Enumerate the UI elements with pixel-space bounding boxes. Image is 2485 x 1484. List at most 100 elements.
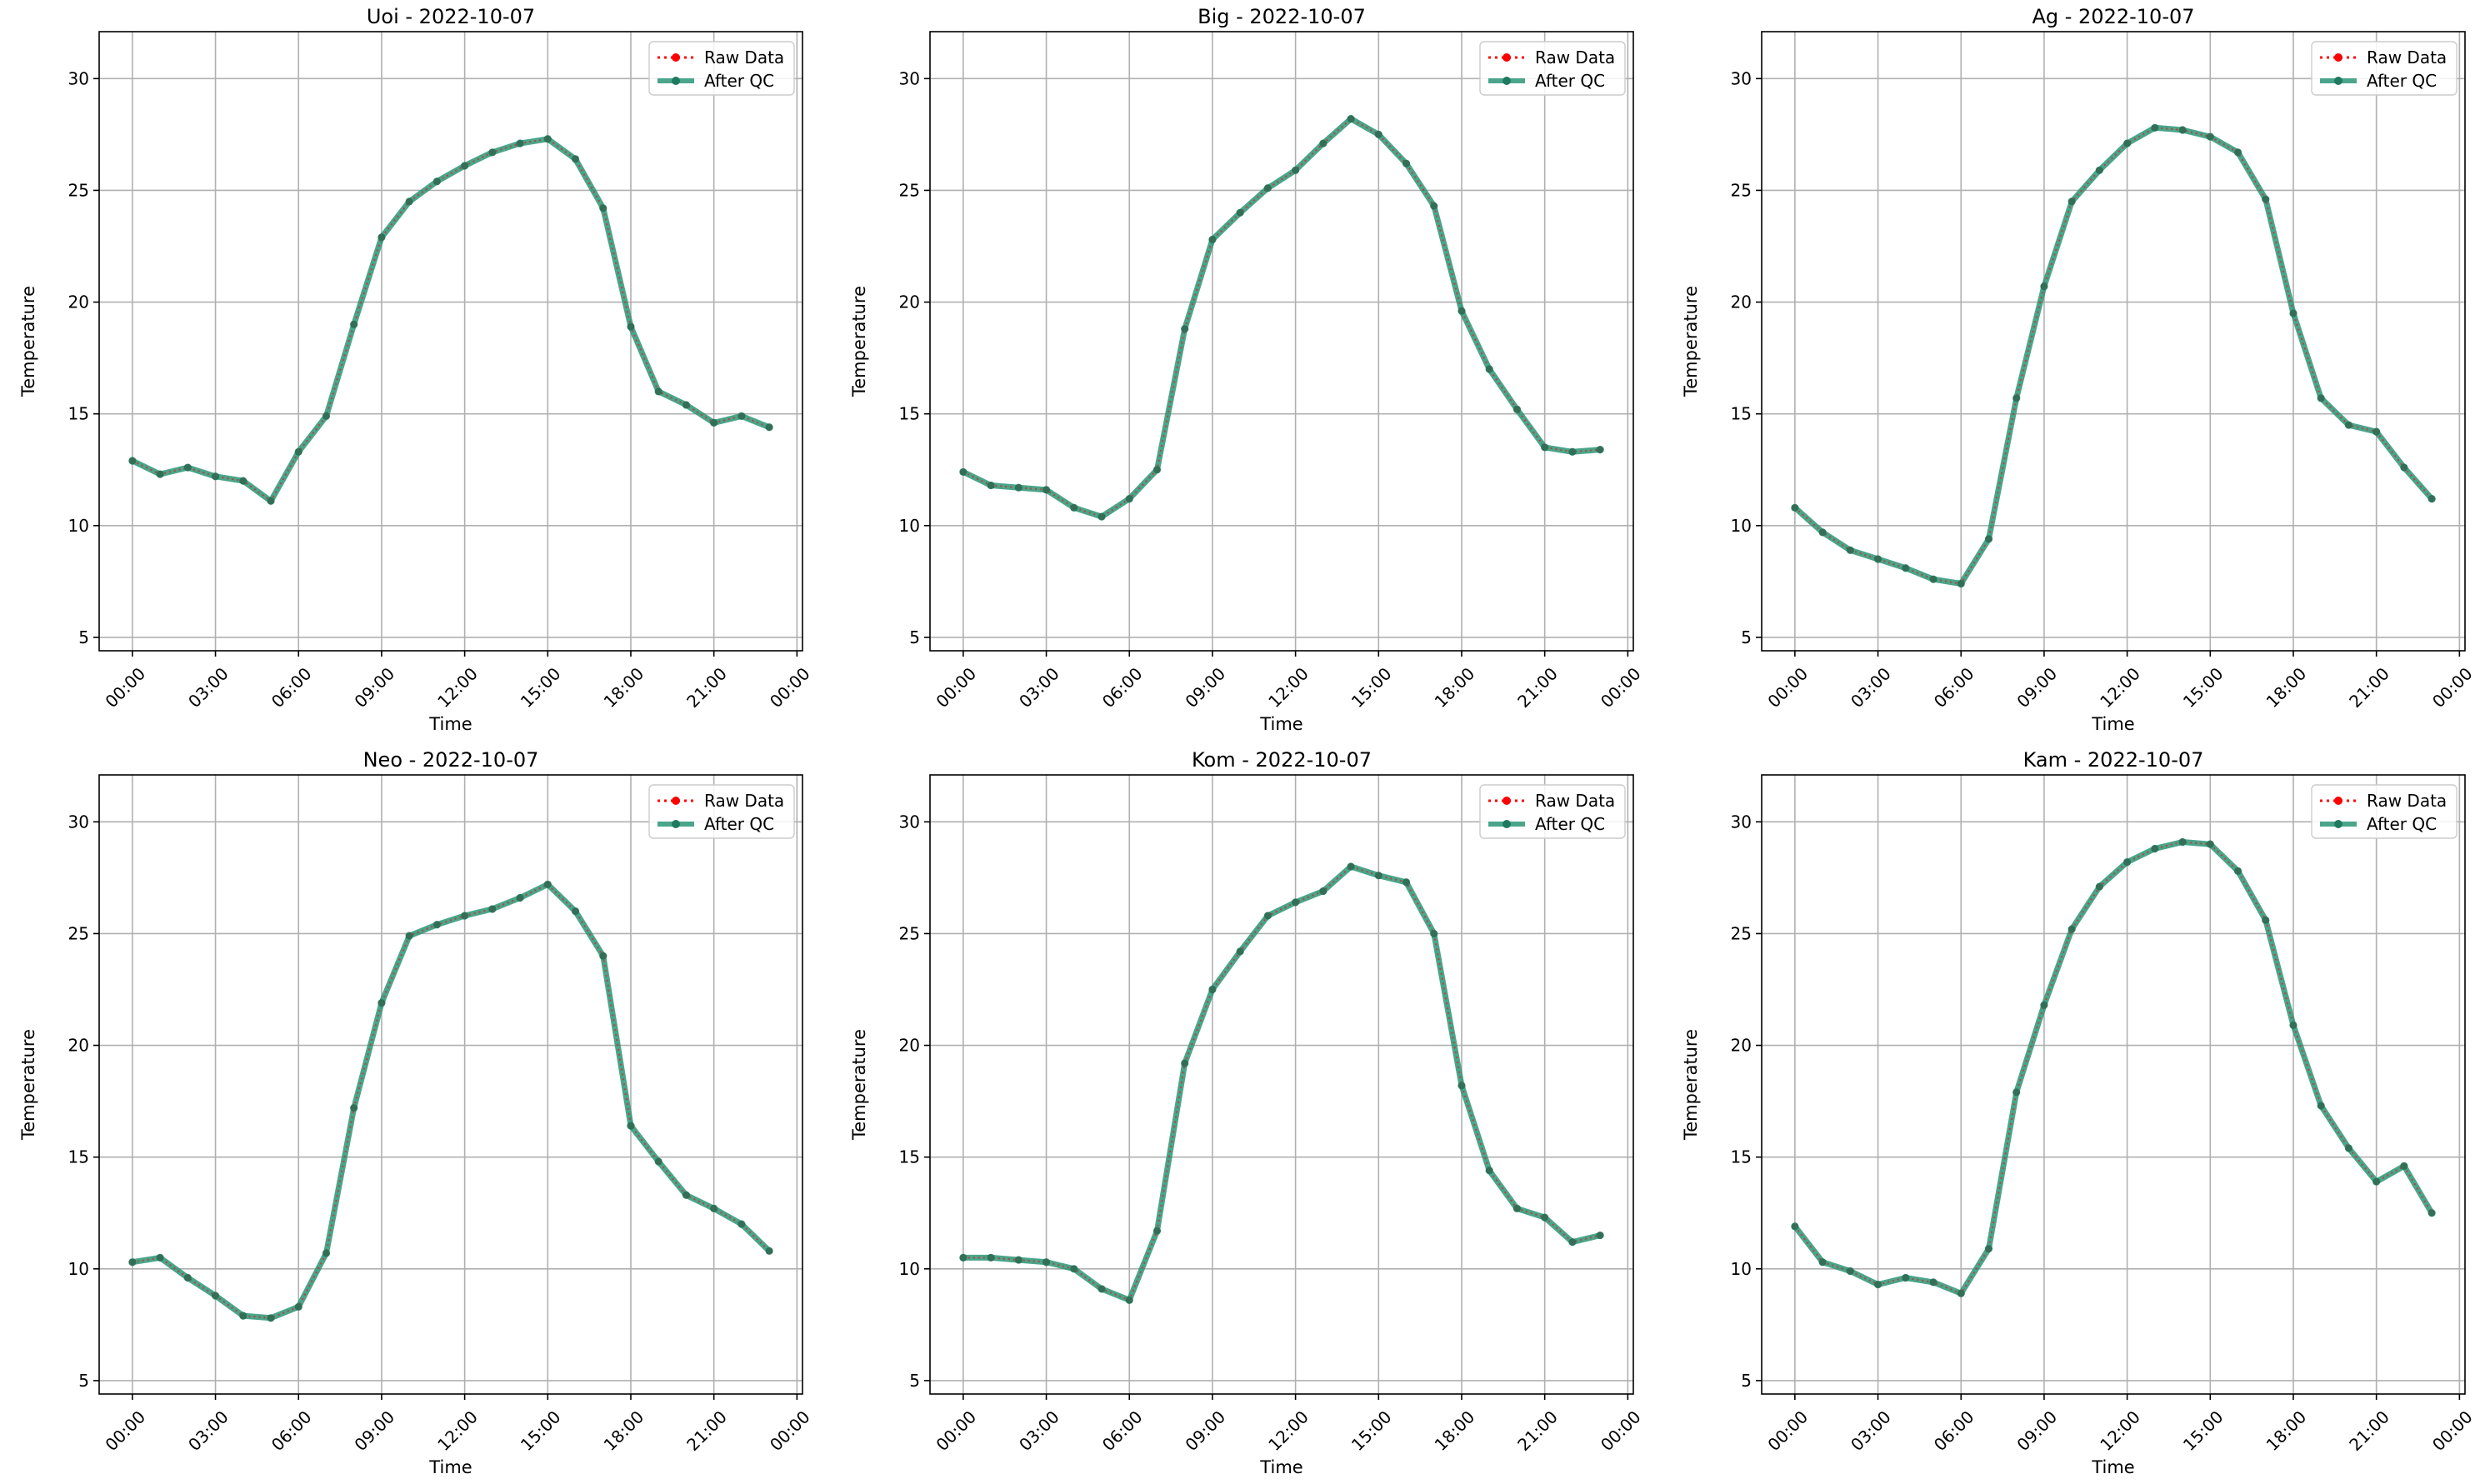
point-after-qc xyxy=(1319,139,1328,147)
y-tick-label: 5 xyxy=(1741,627,1752,647)
x-tick-label: 06:00 xyxy=(1930,663,1978,712)
point-after-qc xyxy=(488,148,497,157)
legend-marker-after-qc xyxy=(1502,820,1511,828)
legend-marker-raw-data xyxy=(672,53,680,62)
point-after-qc xyxy=(738,1220,746,1228)
axes-frame xyxy=(98,774,803,1395)
y-tick-label: 25 xyxy=(68,923,89,943)
point-after-qc xyxy=(1070,1265,1078,1273)
point-after-qc xyxy=(516,139,524,147)
axes-frame xyxy=(929,774,1634,1395)
point-after-qc xyxy=(2151,123,2159,132)
point-after-qc xyxy=(2400,1162,2408,1171)
x-tick-label: 12:00 xyxy=(433,663,482,712)
y-tick-label: 5 xyxy=(78,1371,89,1391)
x-tick-label: 09:00 xyxy=(2012,1407,2061,1455)
x-tick-label: 15:00 xyxy=(1348,1407,1396,1455)
point-after-qc xyxy=(2068,925,2076,933)
x-tick-label: 06:00 xyxy=(268,1407,316,1455)
point-after-qc xyxy=(2289,1021,2298,1030)
point-after-qc xyxy=(1347,862,1355,871)
legend: Raw Data After QC xyxy=(648,784,795,839)
point-after-qc xyxy=(1957,579,1965,588)
y-tick-label: 15 xyxy=(68,404,89,424)
point-after-qc xyxy=(1957,1289,1965,1297)
series-line-after-qc xyxy=(131,136,771,504)
y-tick-label: 15 xyxy=(1731,1147,1752,1167)
series-line-after-qc xyxy=(962,863,1601,1303)
subplot-2: 5 10 15 20 25 30 00:00 03:00 06:00 09:00 12:00 15:0… xyxy=(849,5,1645,734)
point-after-qc xyxy=(2344,421,2353,429)
point-after-qc xyxy=(2400,463,2408,472)
point-after-qc xyxy=(378,998,386,1007)
point-after-qc xyxy=(1791,1222,1799,1231)
point-after-qc xyxy=(211,472,220,481)
point-after-qc xyxy=(1512,1204,1522,1212)
point-after-qc xyxy=(2068,197,2076,206)
legend-label-raw-data: Raw Data xyxy=(2367,47,2447,67)
x-tick-label: 21:00 xyxy=(2345,1407,2393,1455)
y-tick-label: 25 xyxy=(1731,923,1752,943)
point-after-qc xyxy=(710,418,718,427)
x-tick-label: 06:00 xyxy=(268,663,316,712)
legend-label-after-qc: After QC xyxy=(1535,71,1605,91)
x-tick-label: 18:00 xyxy=(600,1407,648,1455)
point-after-qc xyxy=(627,322,635,331)
legend-marker-after-qc xyxy=(1502,77,1511,85)
subplot-3: 5 10 15 20 25 30 00:00 03:00 06:00 09:00 12:00 15:0… xyxy=(1681,5,2477,734)
y-axis-label: Temperature xyxy=(849,1029,869,1141)
point-after-qc xyxy=(2262,195,2270,203)
point-after-qc xyxy=(765,423,773,432)
point-after-qc xyxy=(322,1249,331,1257)
point-after-qc xyxy=(2178,837,2187,847)
x-tick-label: 03:00 xyxy=(1015,663,1063,712)
point-after-qc xyxy=(1458,307,1466,315)
y-tick-label: 25 xyxy=(899,180,920,200)
point-after-qc xyxy=(1236,947,1244,956)
point-after-qc xyxy=(1984,535,1993,543)
legend-marker-raw-data xyxy=(1502,53,1511,62)
legend-marker-after-qc xyxy=(2334,77,2342,85)
y-tick-label: 15 xyxy=(899,404,920,424)
series-line-after-qc xyxy=(132,881,772,1322)
x-tick-label: 00:00 xyxy=(2428,663,2477,712)
point-after-qc xyxy=(1458,1082,1466,1090)
x-axis-label: Time xyxy=(1259,1457,1302,1477)
point-after-qc xyxy=(432,177,441,186)
x-tick-label: 00:00 xyxy=(2428,1407,2477,1455)
point-after-qc xyxy=(571,907,580,916)
y-tick-label: 15 xyxy=(68,1147,89,1167)
series-line-raw-data xyxy=(962,117,1601,518)
series-line-raw-data xyxy=(132,137,770,502)
x-tick-label: 00:00 xyxy=(1597,1407,1645,1455)
point-after-qc xyxy=(1402,878,1411,887)
x-tick-label: 00:00 xyxy=(766,1407,814,1455)
series-line-after-qc xyxy=(1792,124,2434,587)
point-after-qc xyxy=(2095,882,2103,891)
x-tick-label: 21:00 xyxy=(682,663,731,712)
axes-frame xyxy=(98,31,803,652)
legend-marker-raw-data xyxy=(2334,797,2342,805)
point-after-qc xyxy=(405,197,413,206)
point-after-qc xyxy=(2095,166,2103,174)
x-tick-label: 18:00 xyxy=(600,663,648,712)
axes-frame xyxy=(929,31,1634,652)
point-after-qc xyxy=(543,135,552,143)
point-after-qc xyxy=(710,1204,718,1212)
point-after-qc xyxy=(128,457,137,465)
point-after-qc xyxy=(1292,898,1300,907)
point-after-qc xyxy=(2206,840,2214,848)
x-tick-label: 06:00 xyxy=(1930,1407,1978,1455)
point-after-qc xyxy=(1014,1256,1022,1264)
legend-label-after-qc: After QC xyxy=(2367,814,2437,834)
y-tick-label: 10 xyxy=(1731,516,1752,536)
point-after-qc xyxy=(1846,1267,1854,1276)
y-tick-label: 30 xyxy=(899,812,920,832)
point-after-qc xyxy=(1042,486,1051,494)
legend-label-after-qc: After QC xyxy=(1535,814,1605,834)
y-tick-label: 30 xyxy=(1731,68,1752,88)
chart-title: Kom - 2022-10-07 xyxy=(1192,748,1372,772)
point-after-qc xyxy=(1902,1273,1910,1282)
subplot-6: 5 10 15 20 25 30 00:00 03:00 06:00 09:00 12:00 15:0… xyxy=(1681,748,2477,1477)
point-after-qc xyxy=(350,1104,358,1112)
